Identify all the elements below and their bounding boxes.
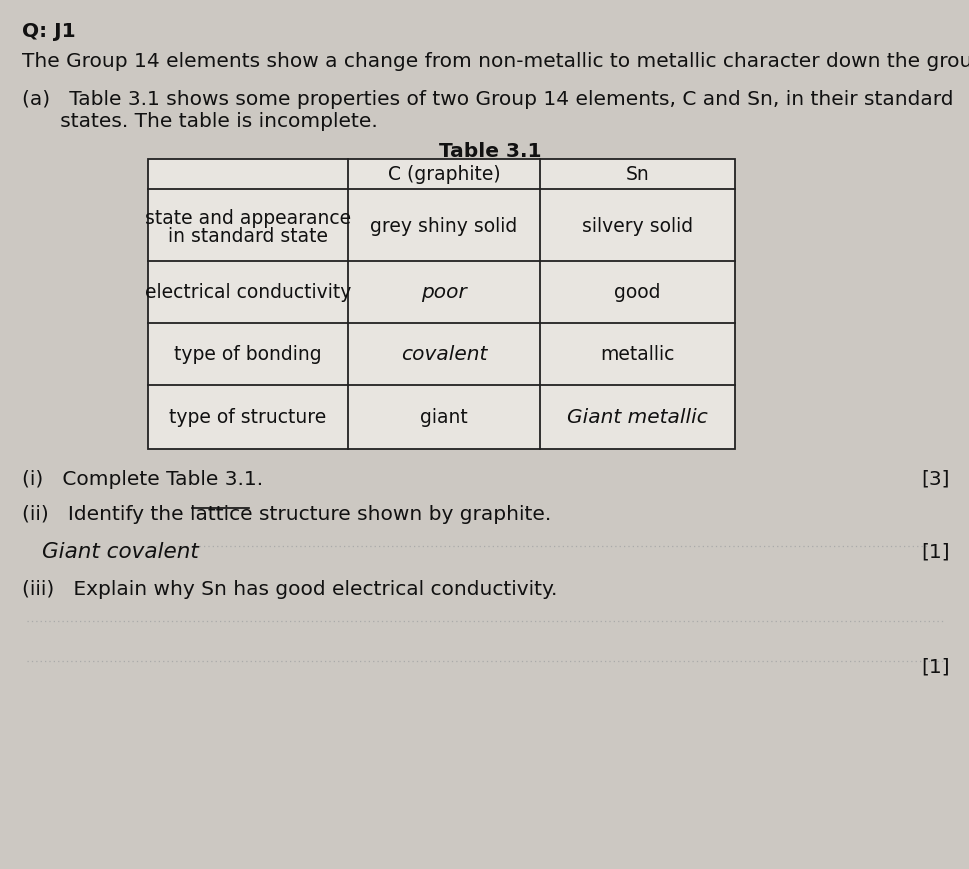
Text: state and appearance: state and appearance xyxy=(145,209,351,229)
Text: states. The table is incomplete.: states. The table is incomplete. xyxy=(22,112,378,131)
Text: giant: giant xyxy=(421,408,468,427)
Text: (ii)   Identify the lattice structure shown by graphite.: (ii) Identify the lattice structure show… xyxy=(22,504,551,523)
Text: (iii)   Explain why Sn has good electrical conductivity.: (iii) Explain why Sn has good electrical… xyxy=(22,580,557,599)
Text: in standard state: in standard state xyxy=(168,226,328,245)
Text: [1]: [1] xyxy=(922,657,950,676)
Text: grey shiny solid: grey shiny solid xyxy=(370,216,517,235)
Text: metallic: metallic xyxy=(601,345,674,364)
Text: covalent: covalent xyxy=(401,345,487,364)
Bar xyxy=(148,160,735,449)
Text: Giant covalent: Giant covalent xyxy=(42,541,199,561)
Text: Table 3.1: Table 3.1 xyxy=(439,142,542,161)
Text: silvery solid: silvery solid xyxy=(582,216,693,235)
Text: poor: poor xyxy=(422,283,467,302)
Text: type of structure: type of structure xyxy=(170,408,327,427)
Bar xyxy=(148,160,735,449)
Text: electrical conductivity: electrical conductivity xyxy=(144,283,351,302)
Text: good: good xyxy=(614,283,661,302)
Text: C (graphite): C (graphite) xyxy=(388,165,500,184)
Text: Sn: Sn xyxy=(626,165,649,184)
Text: Q: J1: Q: J1 xyxy=(22,22,76,41)
Text: [1]: [1] xyxy=(922,541,950,561)
Text: type of bonding: type of bonding xyxy=(174,345,322,364)
Text: The Group 14 elements show a change from non-metallic to metallic character down: The Group 14 elements show a change from… xyxy=(22,52,969,71)
Text: (a)   Table 3.1 shows some properties of two Group 14 elements, C and Sn, in the: (a) Table 3.1 shows some properties of t… xyxy=(22,90,953,109)
Text: Giant metallic: Giant metallic xyxy=(567,408,708,427)
Text: (i)   Complete Table 3.1.: (i) Complete Table 3.1. xyxy=(22,469,264,488)
Text: [3]: [3] xyxy=(922,469,950,488)
